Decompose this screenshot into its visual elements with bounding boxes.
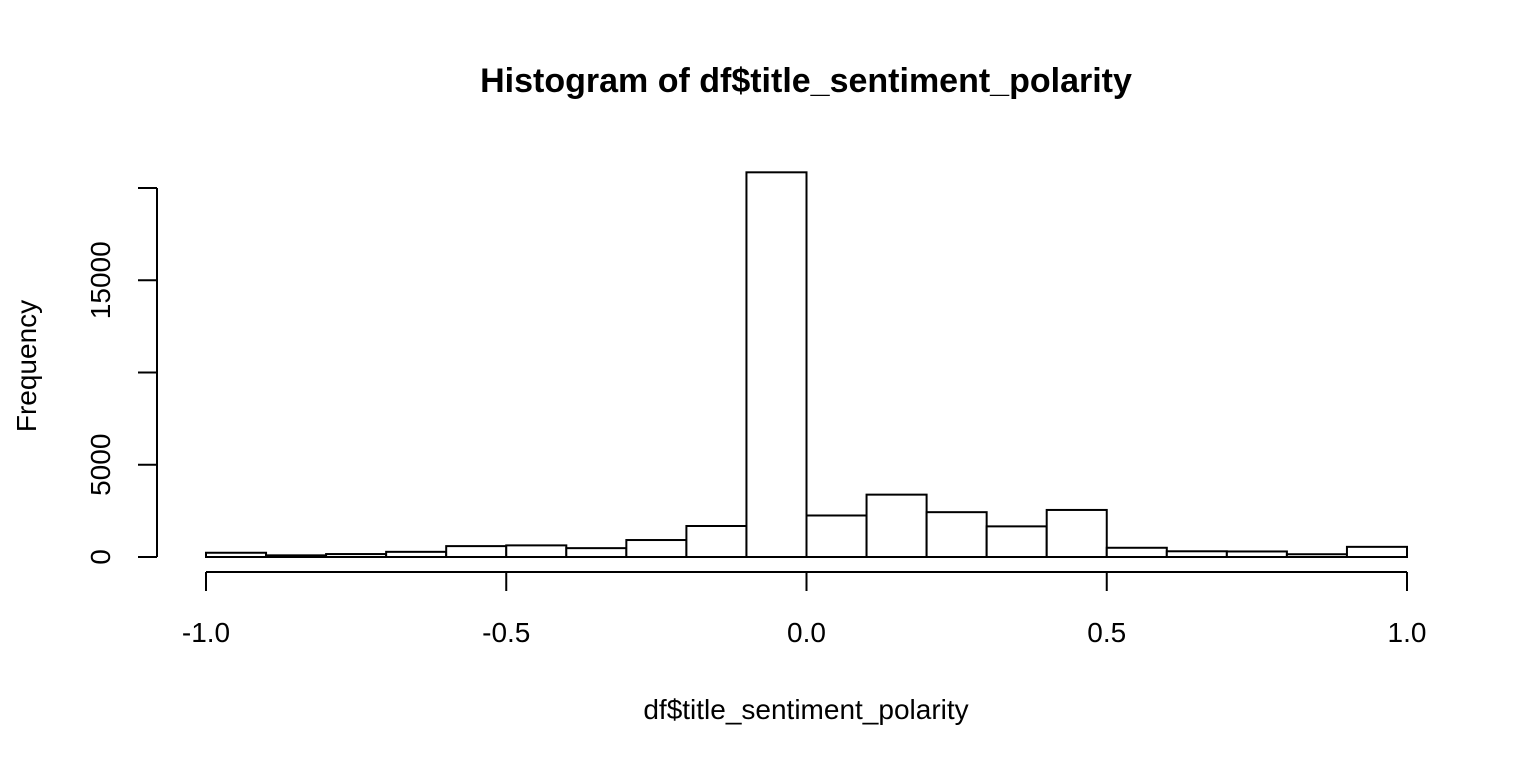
histogram-bar xyxy=(265,554,328,558)
histogram-bars xyxy=(205,171,1408,559)
x-axis: -1.0 -0.5 0.0 0.5 1.0 xyxy=(182,571,1427,648)
x-tick-label: 0.0 xyxy=(787,617,826,648)
histogram-bar xyxy=(1345,545,1408,558)
histogram-bar xyxy=(865,493,928,559)
histogram-bar xyxy=(685,525,748,559)
chart-title: Histogram of df$title_sentiment_polarity xyxy=(480,62,1132,100)
histogram-bar xyxy=(805,514,868,558)
y-tick-label: 5000 xyxy=(85,434,116,496)
histogram-bar xyxy=(1105,546,1168,559)
x-tick-label: -1.0 xyxy=(182,617,230,648)
x-tick-label: 1.0 xyxy=(1388,617,1427,648)
histogram-bar xyxy=(745,171,808,558)
x-tick-label: -0.5 xyxy=(482,617,530,648)
y-axis-label: Frequency xyxy=(11,300,42,432)
y-tick-label: 0 xyxy=(85,549,116,565)
histogram-bar xyxy=(1165,550,1228,559)
histogram-bar xyxy=(445,545,508,559)
histogram-bar xyxy=(925,511,988,559)
histogram-bar xyxy=(985,525,1048,558)
histogram-bar xyxy=(385,550,448,558)
x-tick-label: 0.5 xyxy=(1087,617,1126,648)
histogram-bar xyxy=(1285,553,1348,558)
histogram-bar xyxy=(1045,508,1108,559)
histogram-bar xyxy=(565,547,628,558)
x-axis-label: df$title_sentiment_polarity xyxy=(643,694,968,725)
histogram-bar xyxy=(505,544,568,559)
histogram-bar xyxy=(1225,550,1288,559)
histogram-bar xyxy=(325,553,388,558)
y-tick-label: 15000 xyxy=(85,241,116,319)
histogram-bar xyxy=(625,539,688,559)
histogram-bar xyxy=(205,551,268,558)
y-axis: 0 5000 15000 xyxy=(85,187,158,565)
